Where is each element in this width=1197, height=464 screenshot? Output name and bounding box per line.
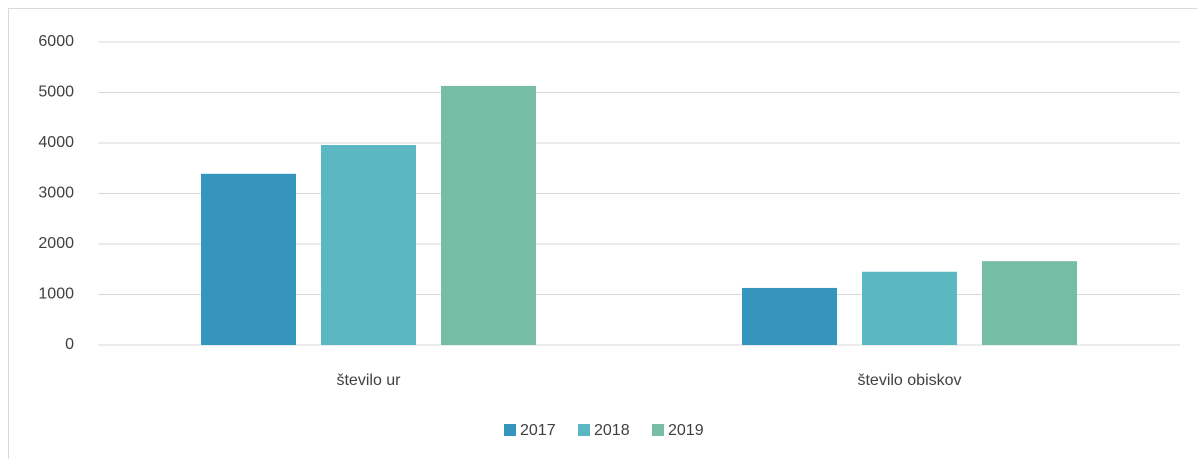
y-tick-label: 1000 [38, 286, 74, 303]
legend-label: 2017 [520, 422, 556, 439]
bar [742, 288, 837, 345]
bar [441, 86, 536, 345]
bar [862, 272, 957, 345]
x-tick-label: število obiskov [857, 372, 961, 389]
chart-frame [9, 9, 1197, 460]
y-tick-label: 0 [65, 336, 74, 353]
bar [982, 261, 1077, 345]
y-tick-label: 2000 [38, 235, 74, 252]
y-tick-label: 3000 [38, 185, 74, 202]
y-tick-label: 6000 [38, 33, 74, 50]
legend-swatch [652, 424, 664, 436]
bar [321, 145, 416, 345]
legend-swatch [504, 424, 516, 436]
legend-label: 2019 [668, 422, 704, 439]
x-tick-label: število ur [336, 372, 401, 389]
y-tick-label: 4000 [38, 134, 74, 151]
y-tick-label: 5000 [38, 84, 74, 101]
legend-swatch [578, 424, 590, 436]
legend-label: 2018 [594, 422, 630, 439]
bar [201, 174, 296, 345]
